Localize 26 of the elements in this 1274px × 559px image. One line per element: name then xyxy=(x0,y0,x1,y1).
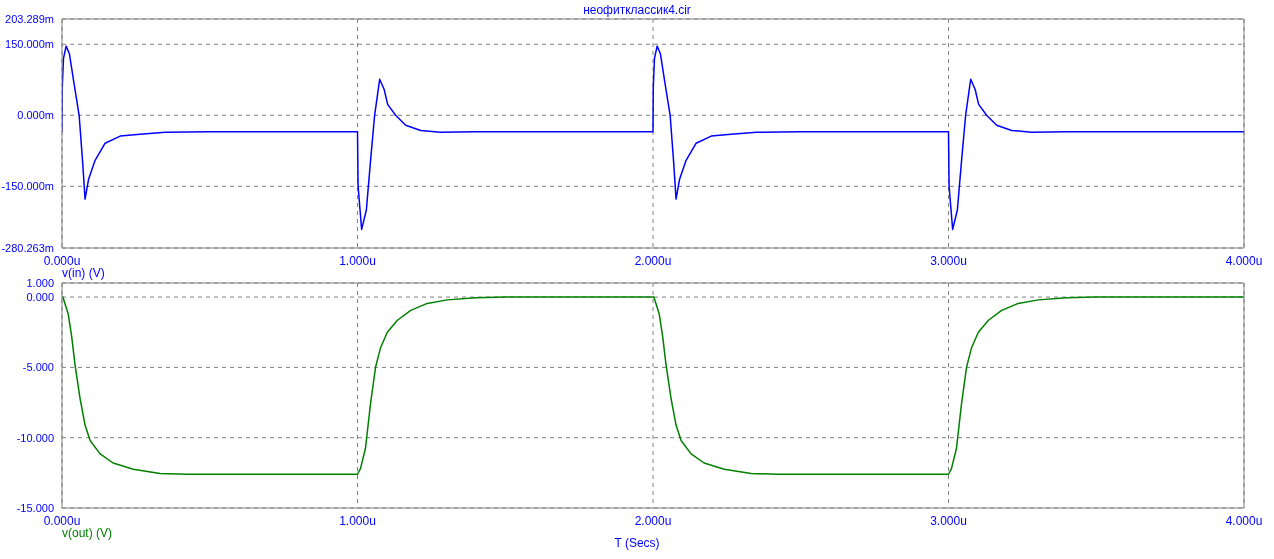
text: v(in) (V) xyxy=(62,266,105,280)
x-axis-title: T (Secs) xyxy=(614,536,660,550)
x-tick-label: 0.000u xyxy=(43,253,81,268)
x-tick-label: 2.000u xyxy=(634,513,672,528)
x-tick-label: 3.000u xyxy=(930,253,967,268)
y-tick-label: -15.000 xyxy=(16,501,54,514)
y-tick-label: 203.289m xyxy=(5,12,54,25)
y-tick-label: -280.263m xyxy=(1,241,54,254)
x-tick-label: 4.000u xyxy=(1225,253,1263,268)
y-tick-label: 0.000m xyxy=(17,109,54,122)
x-tick-label: 2.000u xyxy=(634,253,672,268)
y-tick-label: -10.000 xyxy=(16,431,54,444)
text: v(out) (V) xyxy=(62,526,113,540)
y-tick-label: 1.000 xyxy=(26,276,54,289)
x-tick-label: 0.000u xyxy=(43,513,81,528)
x-tick-label: 3.000u xyxy=(930,513,967,528)
x-tick-label: 4.000u xyxy=(1225,513,1263,528)
y-tick-label: -5.000 xyxy=(22,361,54,374)
y-tick-label: -150.000m xyxy=(1,180,54,193)
line-series xyxy=(62,296,1244,475)
x-tick-label: 1.000u xyxy=(339,513,376,528)
y-tick-label: 150.000m xyxy=(5,38,54,51)
line-series xyxy=(62,45,1244,231)
x-tick-label: 1.000u xyxy=(339,253,376,268)
chart-title: неофитклассик4.cir xyxy=(583,3,691,17)
y-tick-label: 0.000 xyxy=(26,290,54,303)
